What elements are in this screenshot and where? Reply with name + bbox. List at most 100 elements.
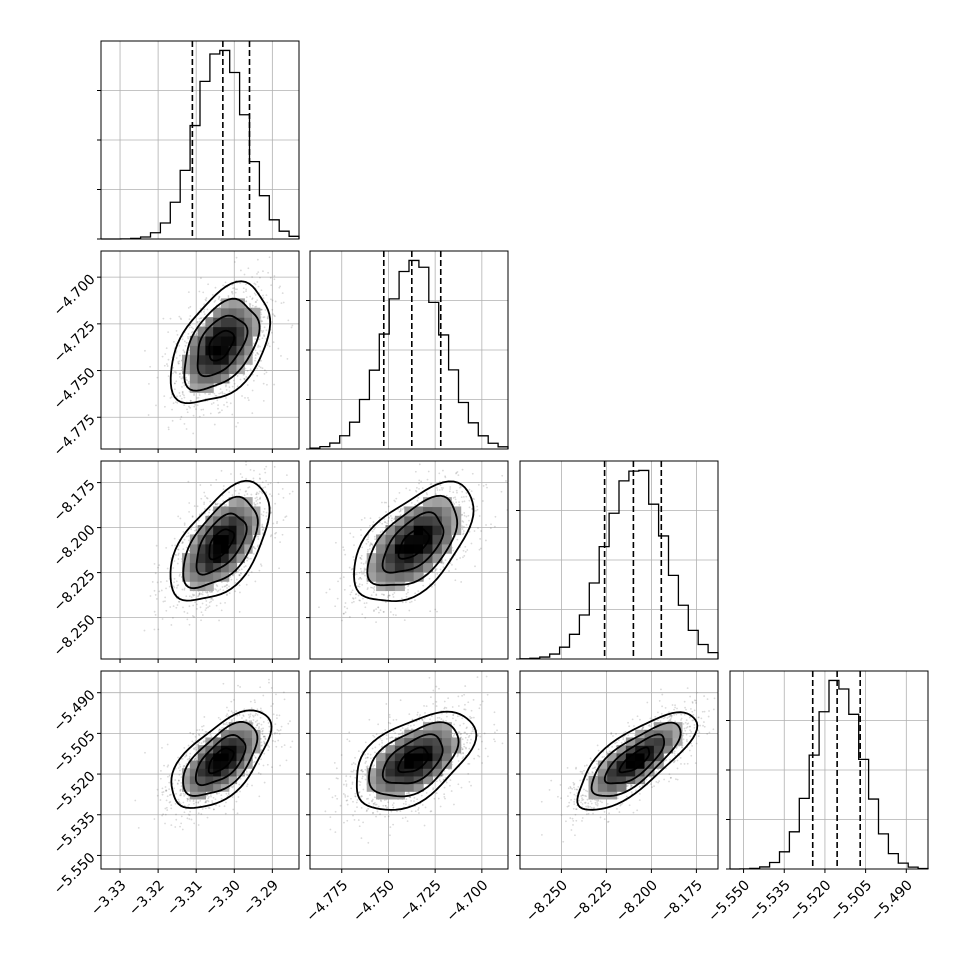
scatter-point — [207, 807, 210, 809]
scatter-point — [442, 779, 445, 781]
scatter-point — [383, 501, 386, 504]
scatter-point — [381, 739, 383, 742]
scatter-point — [358, 585, 361, 588]
scatter-point — [364, 574, 366, 577]
scatter-point — [407, 585, 409, 588]
scatter-point — [371, 543, 373, 546]
scatter-point — [272, 740, 274, 742]
scatter-point — [270, 331, 273, 334]
scatter-point — [237, 568, 240, 571]
scatter-point — [401, 508, 404, 511]
scatter-point — [231, 291, 234, 294]
scatter-point — [353, 818, 356, 821]
scatter-point — [169, 317, 172, 320]
scatter-point — [493, 711, 496, 714]
scatter-point — [199, 484, 202, 486]
scatter-point — [177, 515, 180, 518]
scatter-point — [388, 594, 391, 597]
scatter-point — [257, 346, 259, 348]
scatter-point — [254, 720, 257, 723]
scatter-point — [394, 607, 397, 610]
scatter-point — [260, 744, 263, 747]
scatter-point — [405, 595, 408, 598]
scatter-point — [483, 732, 486, 735]
scatter-point — [442, 566, 445, 569]
scatter-point — [201, 602, 204, 605]
scatter-point — [173, 382, 176, 385]
scatter-point — [478, 707, 481, 710]
scatter-point — [442, 719, 445, 722]
scatter-point — [452, 458, 454, 460]
scatter-point — [371, 799, 373, 802]
scatter-point — [172, 567, 175, 569]
scatter-point — [189, 810, 192, 813]
scatter-point — [463, 554, 466, 557]
scatter-point — [166, 765, 169, 768]
scatter-point — [383, 521, 386, 523]
scatter-point — [198, 593, 201, 596]
scatter-point — [181, 541, 184, 543]
scatter-point — [186, 612, 189, 615]
scatter-point — [361, 546, 364, 549]
scatter-point — [357, 750, 360, 753]
scatter-point — [210, 735, 213, 738]
scatter-point — [406, 727, 409, 729]
density-cell — [236, 525, 245, 536]
scatter-point — [463, 512, 466, 514]
scatter-point — [225, 389, 228, 391]
scatter-point — [258, 365, 261, 368]
scatter-point — [371, 747, 374, 750]
scatter-point — [267, 271, 270, 274]
scatter-point — [201, 593, 204, 596]
scatter-point — [196, 505, 199, 508]
scatter-point — [197, 824, 200, 826]
scatter-point — [217, 411, 220, 414]
contour-level — [182, 721, 259, 797]
scatter-point — [263, 335, 266, 338]
scatter-point — [362, 821, 365, 824]
scatter-point — [462, 722, 465, 725]
scatter-point — [335, 777, 338, 780]
scatter-point — [263, 741, 266, 744]
density-cell — [441, 506, 452, 517]
scatter-point — [254, 349, 257, 352]
scatter-point — [436, 717, 439, 719]
scatter-point — [209, 794, 212, 796]
scatter-point — [219, 602, 222, 605]
scatter-point — [273, 383, 276, 386]
scatter-point — [254, 354, 257, 357]
scatter-point — [185, 378, 188, 381]
density-cell — [213, 745, 222, 754]
scatter-point — [182, 349, 185, 352]
scatter-point — [463, 708, 466, 711]
contour-level — [208, 528, 236, 561]
density-cell — [213, 525, 222, 536]
scatter-point — [165, 789, 168, 792]
scatter-point — [366, 582, 369, 585]
scatter-point — [278, 714, 281, 717]
scatter-point — [261, 367, 264, 370]
density-cell — [197, 543, 206, 554]
scatter-point — [266, 317, 269, 319]
scatter-point — [425, 492, 428, 494]
scatter-point — [370, 586, 372, 589]
scatter-point — [270, 495, 273, 497]
scatter-point — [183, 522, 186, 525]
density-cell — [205, 745, 214, 754]
scatter-point — [435, 780, 438, 783]
scatter-point — [175, 380, 178, 383]
scatter-point — [200, 619, 202, 622]
scatter-point — [174, 401, 177, 404]
scatter-point — [254, 497, 257, 500]
scatter-point — [369, 542, 372, 545]
scatter-point — [213, 300, 216, 303]
scatter-point — [205, 731, 208, 733]
scatter-point — [248, 486, 251, 488]
scatter-point — [428, 676, 431, 679]
scatter-point — [452, 491, 455, 494]
scatter-point — [259, 716, 262, 719]
scatter-point — [226, 583, 228, 586]
scatter-point — [218, 805, 221, 808]
scatter-point — [449, 486, 452, 488]
